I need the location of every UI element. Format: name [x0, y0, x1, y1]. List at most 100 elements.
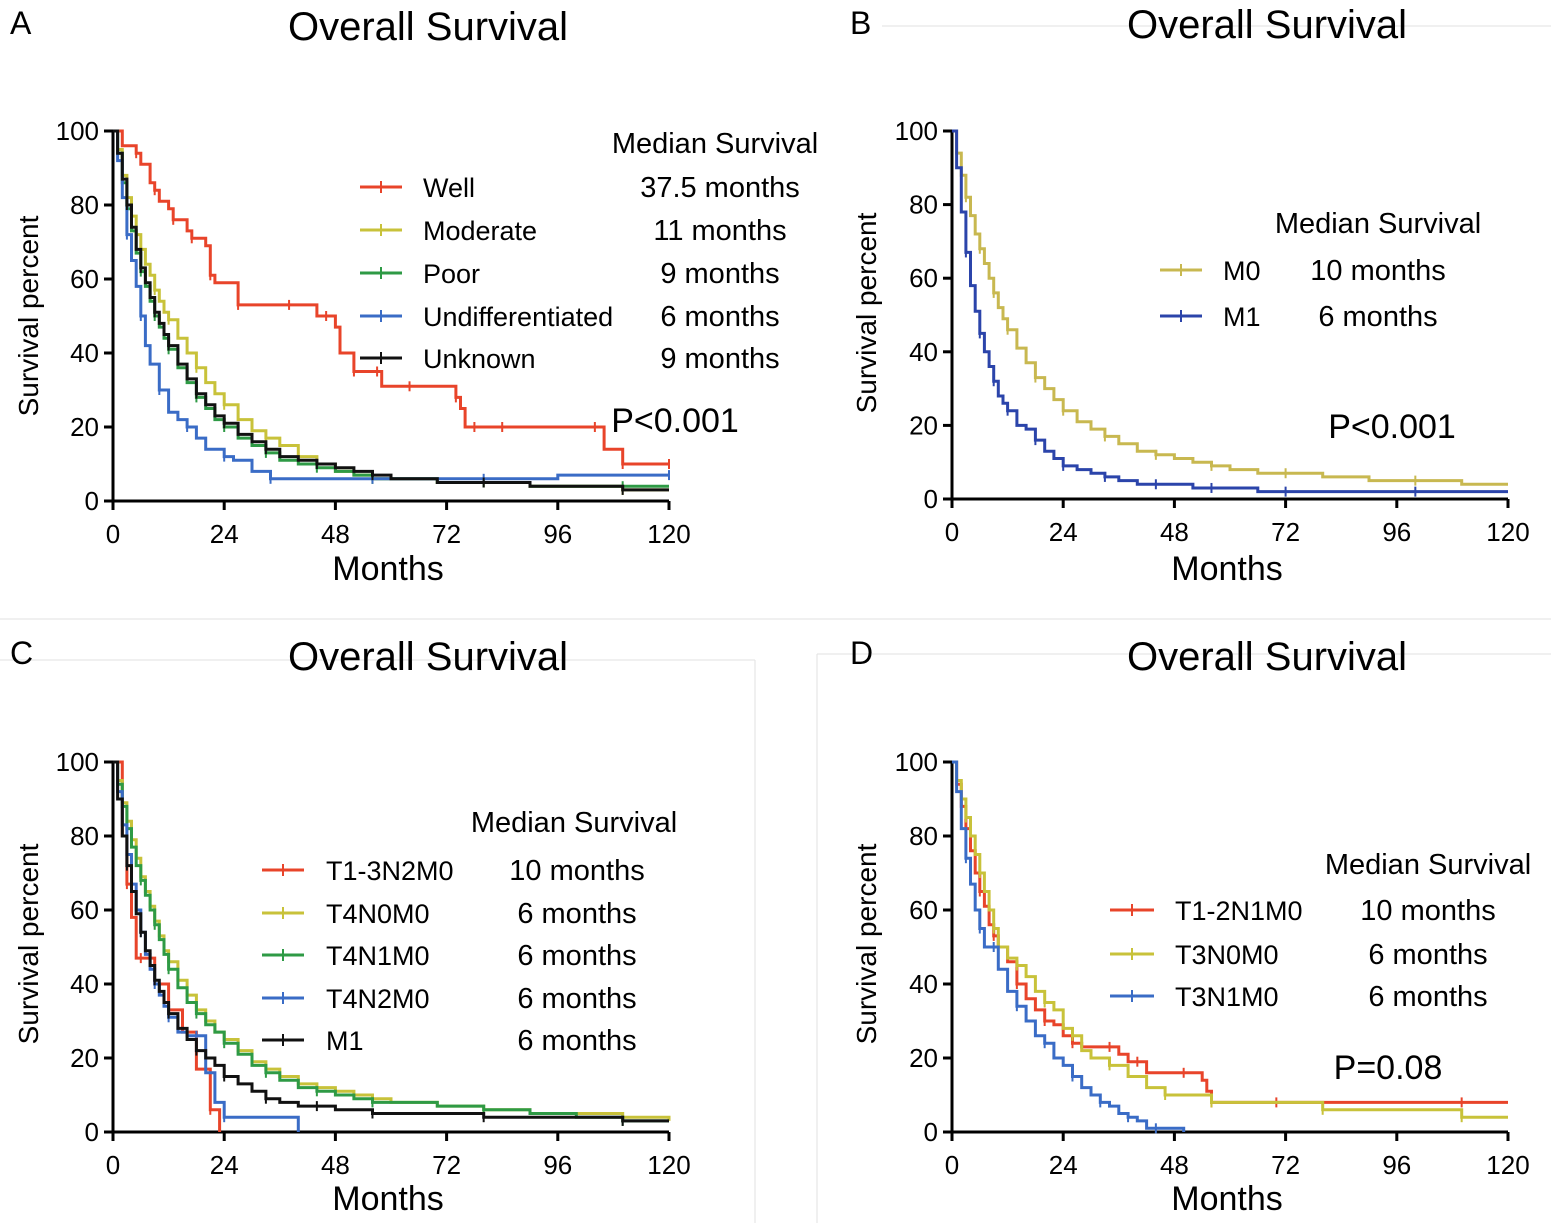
y-tick-label: 60	[909, 263, 938, 293]
y-tick-label: 20	[70, 412, 99, 442]
median-survival-heading: Median Survival	[1275, 208, 1481, 240]
legend-label: Moderate	[423, 216, 537, 246]
survival-curve-undifferentiated	[113, 129, 669, 481]
survival-curve-m0	[952, 129, 1508, 486]
x-axis-label: Months	[332, 550, 444, 588]
x-tick-label: 96	[543, 1150, 572, 1180]
chart-title: Overall Survival	[1127, 635, 1407, 679]
y-tick-label: 0	[85, 486, 99, 516]
y-tick-label: 100	[895, 747, 938, 777]
x-tick-label: 0	[106, 1150, 120, 1180]
median-survival-value: 6 months	[517, 983, 636, 1015]
legend-label: Unknown	[423, 344, 536, 374]
legend-label: M1	[1223, 302, 1261, 332]
y-tick-label: 0	[924, 1117, 938, 1147]
survival-curve-t4n1m0	[113, 760, 669, 1123]
chart-title: Overall Survival	[1127, 3, 1407, 47]
x-axis-label: Months	[1171, 1180, 1283, 1218]
y-tick-label: 100	[895, 116, 938, 146]
panel-letter: B	[850, 5, 871, 41]
x-tick-label: 48	[321, 1150, 350, 1180]
x-axis-label: Months	[332, 1180, 444, 1218]
y-tick-label: 40	[70, 338, 99, 368]
median-survival-value: 6 months	[1318, 301, 1437, 333]
median-survival-value: 6 months	[1368, 981, 1487, 1013]
y-tick-label: 100	[56, 747, 99, 777]
survival-curve-well	[113, 129, 669, 466]
median-survival-value: 6 months	[1368, 939, 1487, 971]
p-value: P<0.001	[1328, 408, 1456, 446]
x-tick-label: 0	[106, 519, 120, 549]
median-survival-heading: Median Survival	[612, 128, 818, 160]
median-survival-value: 6 months	[660, 301, 779, 333]
legend-label: T3N0M0	[1175, 940, 1279, 970]
y-tick-label: 40	[70, 969, 99, 999]
median-survival-value: 11 months	[653, 215, 786, 247]
x-tick-label: 48	[1160, 517, 1189, 547]
y-tick-label: 20	[909, 1043, 938, 1073]
survival-curve-m1	[113, 760, 669, 1123]
legend-label: T4N2M0	[326, 984, 430, 1014]
legend-label: Undifferentiated	[423, 302, 613, 332]
x-tick-label: 72	[432, 1150, 461, 1180]
p-value: P<0.001	[611, 402, 739, 440]
median-survival-value: 6 months	[517, 898, 636, 930]
panel-c: C Overall Survival 0 24 48 72 96 120 0 20 40 60 80 10…	[10, 635, 691, 1218]
x-tick-label: 72	[1271, 517, 1300, 547]
legend-label: Well	[423, 173, 475, 203]
y-tick-label: 80	[909, 190, 938, 220]
legend-label: T4N0M0	[326, 899, 430, 929]
x-tick-label: 48	[321, 519, 350, 549]
y-tick-label: 80	[70, 190, 99, 220]
chart-title: Overall Survival	[288, 5, 568, 49]
legend-label: T3N1M0	[1175, 982, 1279, 1012]
panel-b: B Overall Survival 0 24 48 72 96 120 0 20 40 60 80 10…	[850, 3, 1530, 588]
x-tick-label: 48	[1160, 1150, 1189, 1180]
y-tick-label: 0	[924, 484, 938, 514]
median-survival-value: 9 months	[660, 343, 779, 375]
survival-curve-unknown	[113, 129, 669, 492]
y-axis-label: Survival percent	[851, 212, 882, 413]
legend-label: Poor	[423, 259, 480, 289]
x-tick-label: 0	[945, 1150, 959, 1180]
x-tick-label: 96	[1382, 1150, 1411, 1180]
panel-a: A Overall Survival 0 24 48 72 96 120 0 20 40 60 80 10…	[10, 5, 818, 588]
legend-label: T4N1M0	[326, 941, 430, 971]
panel-d: D Overall Survival 0 24 48 72 96 120 0 20 40 60 80 10…	[850, 635, 1531, 1218]
survival-curve-t3n0m0	[952, 760, 1508, 1119]
y-tick-label: 20	[909, 410, 938, 440]
panel-letter: C	[10, 635, 33, 671]
x-tick-label: 120	[1486, 1150, 1529, 1180]
y-axis-label: Survival percent	[13, 843, 44, 1044]
x-tick-label: 72	[432, 519, 461, 549]
chart-title: Overall Survival	[288, 635, 568, 679]
y-tick-label: 60	[70, 264, 99, 294]
x-tick-label: 24	[210, 519, 239, 549]
x-tick-label: 72	[1271, 1150, 1300, 1180]
median-survival-heading: Median Survival	[1325, 849, 1531, 881]
legend-label: T1-2N1M0	[1175, 896, 1303, 926]
y-axis-label: Survival percent	[13, 215, 44, 416]
median-survival-heading: Median Survival	[471, 807, 677, 839]
y-tick-label: 0	[85, 1117, 99, 1147]
x-tick-label: 0	[945, 517, 959, 547]
legend-label: M1	[326, 1026, 364, 1056]
y-tick-label: 80	[909, 821, 938, 851]
x-axis-label: Months	[1171, 550, 1283, 588]
median-survival-value: 37.5 months	[640, 172, 800, 204]
y-tick-label: 80	[70, 821, 99, 851]
median-survival-value: 10 months	[1310, 255, 1445, 287]
median-survival-value: 10 months	[1360, 895, 1495, 927]
median-survival-value: 6 months	[517, 1025, 636, 1057]
y-tick-label: 60	[909, 895, 938, 925]
x-tick-label: 24	[210, 1150, 239, 1180]
p-value: P=0.08	[1334, 1049, 1443, 1087]
y-axis-label: Survival percent	[851, 843, 882, 1044]
x-tick-label: 120	[647, 1150, 690, 1180]
x-tick-label: 96	[543, 519, 572, 549]
y-tick-label: 40	[909, 337, 938, 367]
legend-label: M0	[1223, 256, 1261, 286]
survival-curve-t1-2n1m0	[952, 760, 1508, 1104]
y-tick-label: 60	[70, 895, 99, 925]
